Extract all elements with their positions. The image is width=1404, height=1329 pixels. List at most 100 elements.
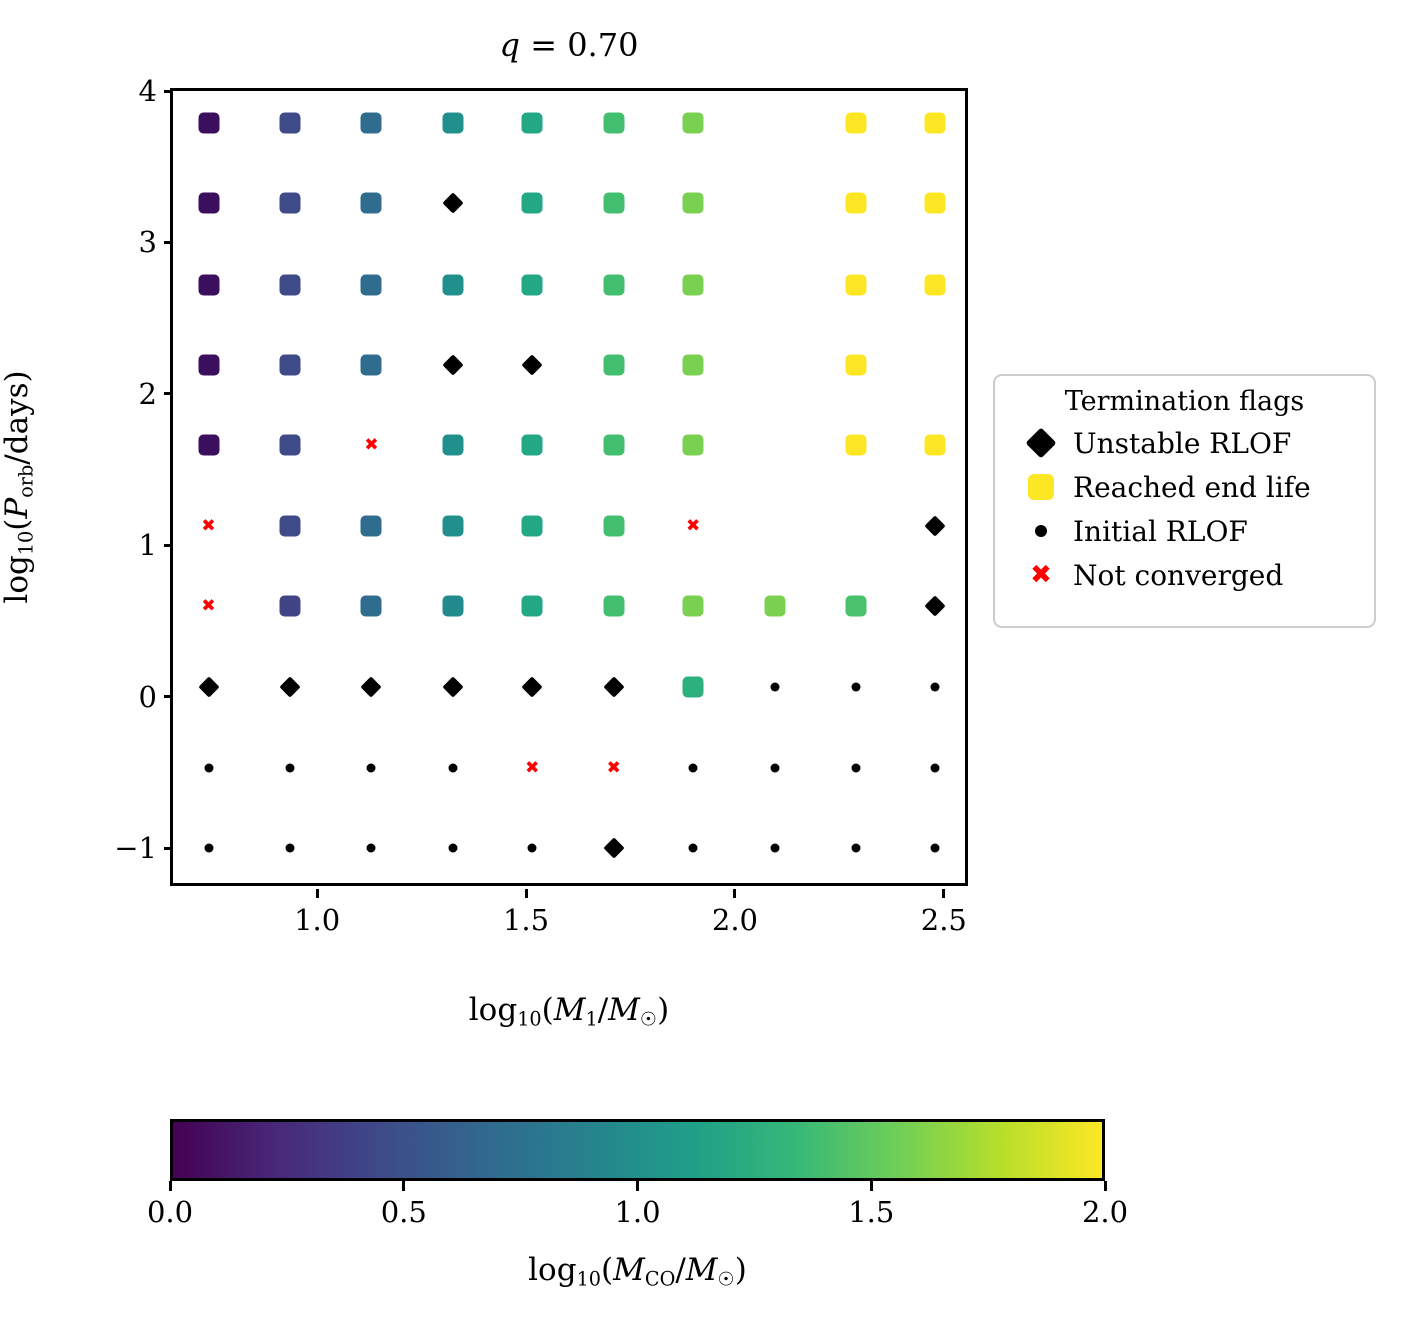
data-point-reached-end-life [442, 112, 464, 134]
data-point-reached-end-life [360, 354, 382, 376]
colorbar-tick-label: 2.0 [1081, 1195, 1129, 1229]
legend-square-icon [1009, 474, 1073, 500]
data-point-reached-end-life [521, 192, 543, 214]
data-point-reached-end-life [682, 192, 704, 214]
data-point-initial-rlof [851, 682, 861, 692]
x-tick [524, 889, 528, 898]
data-point-reached-end-life [924, 434, 946, 456]
y-tick-label: 2 [138, 376, 157, 411]
legend-title: Termination flags [1064, 386, 1305, 417]
data-point-initial-rlof [285, 763, 295, 773]
data-point-not-converged: ✖ [201, 515, 216, 536]
colorbar-label: log10(MCO/M☉) [528, 1252, 747, 1291]
y-tick-label: 4 [138, 74, 157, 108]
data-point-reached-end-life [845, 595, 867, 617]
data-point-reached-end-life [924, 274, 946, 296]
plot-area: ✖ ✖ ✖ ✖ ✖ ✖ −1 0 1 2 3 4 1.0 1.5 2.0 2.5 [114, 74, 968, 937]
data-point-reached-end-life [924, 112, 946, 134]
legend-entry-label: Reached end life [1073, 470, 1311, 504]
data-point-reached-end-life [682, 595, 704, 617]
x-tick [733, 889, 737, 898]
data-point-reached-end-life [603, 192, 625, 214]
data-point-reached-end-life [521, 434, 543, 456]
data-point-reached-end-life [279, 192, 301, 214]
data-point-unstable-rlof [360, 676, 383, 698]
data-point-initial-rlof [366, 763, 376, 773]
data-point-reached-end-life [198, 434, 219, 456]
data-point-reached-end-life [603, 274, 625, 296]
x-tick-label: 2.0 [711, 903, 758, 937]
legend-diamond-icon [1009, 427, 1073, 459]
y-tick [164, 89, 173, 93]
data-point-reached-end-life [521, 274, 543, 296]
colorbar-tick [1103, 1181, 1107, 1191]
data-point-unstable-rlof [521, 354, 543, 376]
legend-entry: Unstable RLOF [1009, 421, 1360, 465]
data-point-not-converged: ✖ [364, 435, 379, 456]
legend-x-icon: ✖ [1030, 560, 1052, 590]
data-point-initial-rlof [770, 763, 780, 773]
colorbar-tick-label: 1.0 [614, 1195, 661, 1229]
colorbar-tick-label: 0.5 [380, 1195, 427, 1229]
x-tick [942, 889, 946, 898]
colorbar-gradient [170, 1119, 1105, 1181]
data-point-reached-end-life [845, 274, 867, 296]
y-axis-label: log10(Porb/days) [0, 370, 38, 604]
data-point-reached-end-life [924, 192, 946, 214]
data-point-initial-rlof [770, 843, 780, 853]
data-point-reached-end-life [603, 515, 625, 537]
data-point-reached-end-life [442, 274, 464, 296]
data-point-reached-end-life [279, 434, 301, 456]
data-point-reached-end-life [360, 595, 382, 617]
data-point-reached-end-life [682, 274, 704, 296]
data-point-unstable-rlof [521, 676, 543, 698]
data-point-initial-rlof [688, 763, 698, 773]
legend-entry: Initial RLOF [1009, 509, 1360, 553]
colorbar-tick-label: 0.0 [146, 1195, 194, 1229]
data-point-reached-end-life [682, 354, 704, 376]
legend-entries: Unstable RLOF Reached end life Initial RLO… [1009, 421, 1360, 597]
data-point-initial-rlof [527, 843, 537, 853]
x-tick-label: 2.5 [920, 903, 967, 937]
data-point-unstable-rlof [279, 676, 301, 698]
data-point-reached-end-life [603, 595, 625, 617]
y-tick-label: 0 [138, 679, 157, 714]
data-point-initial-rlof [851, 763, 861, 773]
data-point-reached-end-life [442, 595, 464, 617]
data-point-reached-end-life [279, 112, 301, 134]
data-point-initial-rlof [930, 682, 940, 692]
legend-dot-icon [1009, 525, 1073, 537]
data-marker-layer: ✖ ✖ ✖ ✖ ✖ ✖ [173, 91, 965, 883]
data-point-unstable-rlof [197, 676, 220, 698]
data-point-reached-end-life [360, 274, 382, 296]
y-tick-label: −1 [114, 831, 157, 866]
data-point-reached-end-life [279, 274, 301, 296]
data-point-reached-end-life [442, 434, 464, 456]
y-tick [164, 543, 173, 547]
data-point-reached-end-life [845, 434, 867, 456]
data-point-reached-end-life [845, 112, 867, 134]
data-point-reached-end-life [603, 434, 625, 456]
data-point-reached-end-life [279, 515, 301, 537]
data-point-reached-end-life [603, 354, 625, 376]
colorbar-container: 0.0 0.5 1.0 1.5 2.0 [147, 1119, 1128, 1229]
data-point-reached-end-life [764, 595, 786, 617]
data-point-initial-rlof [770, 682, 780, 692]
y-tick-label: 3 [138, 225, 157, 260]
data-point-initial-rlof [851, 843, 861, 853]
data-point-reached-end-life [279, 595, 301, 617]
data-point-not-converged: ✖ [606, 757, 621, 778]
data-point-not-converged: ✖ [686, 515, 701, 536]
x-tick [315, 889, 319, 898]
data-point-reached-end-life [682, 434, 704, 456]
legend-entry: ✖ Not converged [1009, 553, 1360, 597]
data-point-reached-end-life [682, 112, 704, 134]
legend-box: Termination flags Unstable RLOF Reached e… [993, 374, 1376, 628]
legend-entry: Reached end life [1009, 465, 1360, 509]
x-tick-label: 1.0 [294, 903, 341, 937]
colorbar-tick [869, 1181, 873, 1191]
data-point-reached-end-life [198, 274, 219, 296]
data-point-initial-rlof [204, 843, 213, 853]
data-point-unstable-rlof [603, 837, 625, 859]
data-point-reached-end-life [279, 354, 301, 376]
